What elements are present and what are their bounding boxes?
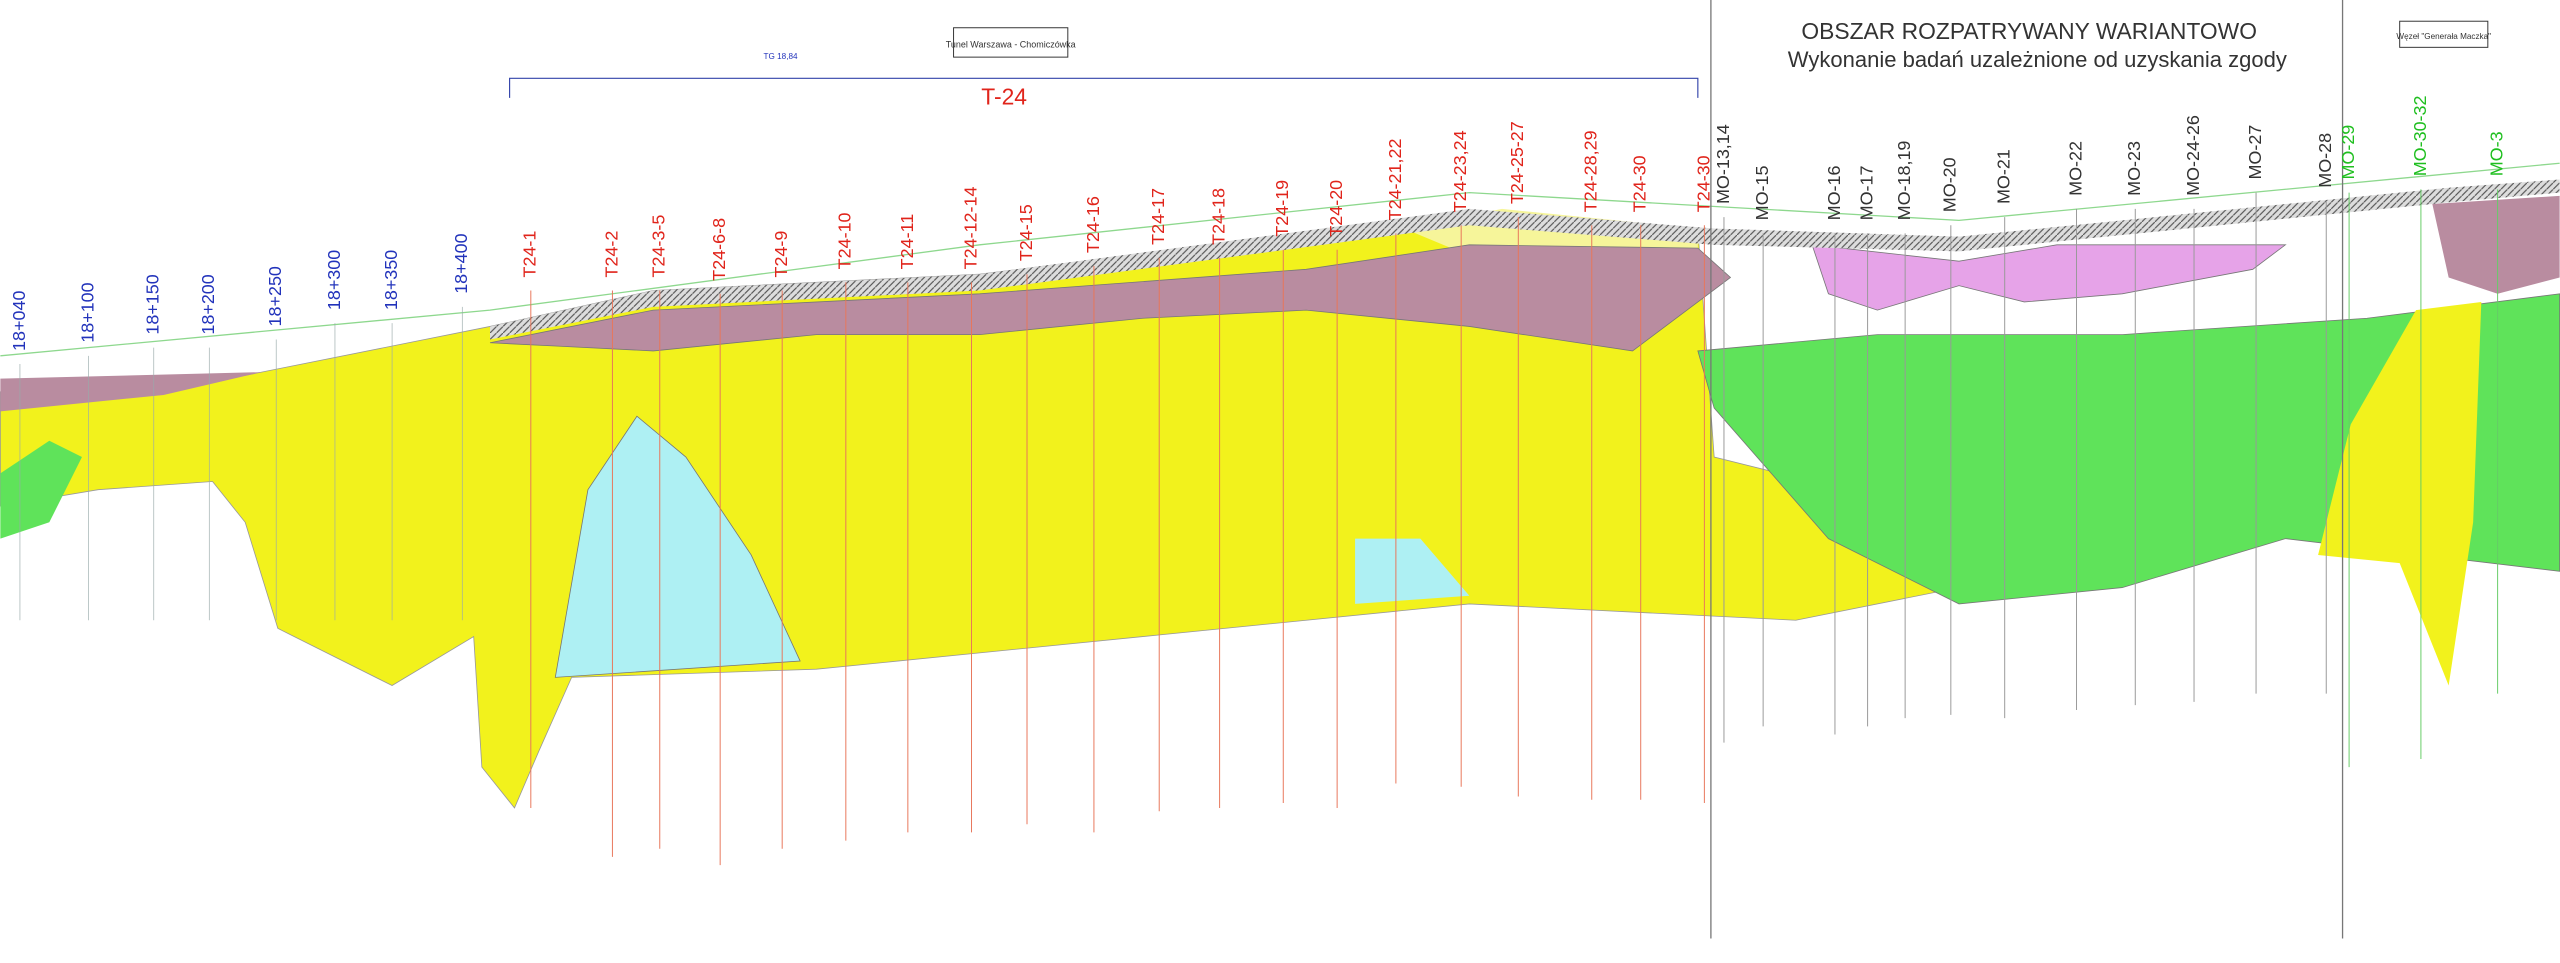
borehole-label: T24-20 (1326, 180, 1346, 237)
chainage-label: 18+400 (451, 233, 471, 293)
borehole-label: T24-6-8 (709, 218, 729, 281)
borehole-label: MO-29 (2338, 125, 2358, 180)
marker-label: TG 18,84 (764, 52, 798, 61)
borehole-label: T24-30 (1630, 155, 1650, 212)
chainage-label: 18+040 (9, 291, 29, 351)
borehole-label: T24-17 (1148, 188, 1168, 245)
borehole-label: T24-2 (601, 231, 621, 278)
layer-clay-left (0, 372, 262, 412)
borehole-label: MO-13,14 (1713, 124, 1733, 204)
borehole-label: T24-30 (1693, 155, 1713, 212)
area-title: OBSZAR ROZPATRYWANY WARIANTOWO (1801, 18, 2257, 44)
chainage-label: 18+250 (265, 266, 285, 326)
section-label: T-24 (981, 83, 1027, 109)
borehole-label: MO-27 (2245, 125, 2265, 180)
chainage-label: 18+200 (198, 274, 218, 334)
chainage-label: 18+150 (143, 274, 163, 334)
borehole-label: MO-17 (1856, 166, 1876, 221)
borehole-label: MO-20 (1940, 157, 1960, 212)
junction-label: Węzeł "Generała Maczka" (2396, 32, 2491, 41)
borehole-label: MO-15 (1752, 166, 1772, 221)
borehole-label: MO-22 (2065, 141, 2085, 196)
chainage-label: 18+350 (381, 250, 401, 310)
surface-line (0, 162, 2560, 357)
borehole-label: MO-24-26 (2183, 115, 2203, 196)
borehole-label: MO-30-32 (2410, 96, 2430, 177)
borehole-label: MO-18,19 (1894, 141, 1914, 221)
layers (0, 162, 2560, 809)
borehole-label: T24-9 (771, 231, 791, 278)
borehole-label: MO-16 (1824, 166, 1844, 221)
area-subtitle: Wykonanie badań uzależnione od uzyskania… (1788, 47, 2287, 72)
borehole-label: T24-23,24 (1450, 130, 1470, 212)
layer-clay (489, 244, 1732, 352)
borehole-label: T24-12-14 (960, 187, 980, 270)
layer-water (554, 415, 801, 678)
borehole-label: T24-19 (1272, 180, 1292, 237)
chainage-label: 18+100 (77, 282, 97, 342)
chainage-label: 18+300 (324, 250, 344, 310)
borehole-lines (19, 189, 2499, 866)
borehole-label: MO-23 (2124, 141, 2144, 196)
borehole-label: T24-18 (1209, 188, 1229, 245)
borehole-label: T24-16 (1083, 196, 1103, 253)
labels: 18+040 18+100 18+150 18+200 18+250 18+300 18+3… (9, 96, 2507, 351)
borehole-label: MO-21 (1994, 149, 2014, 204)
borehole-label: T24-3-5 (649, 215, 669, 278)
borehole-label: T24-11 (897, 214, 917, 270)
layer-green-left (0, 440, 82, 539)
layer-sand-right (2318, 301, 2482, 686)
borehole-label: MO-28 (2315, 133, 2335, 188)
borehole-label: T24-21,22 (1385, 139, 1405, 221)
borehole-label: T24-28,29 (1581, 130, 1601, 212)
borehole-label: T24-15 (1016, 204, 1036, 261)
borehole-label: T24-1 (520, 231, 540, 278)
frame (509, 0, 2489, 939)
layer-clay-right (2432, 195, 2560, 294)
borehole-label: T24-10 (835, 212, 855, 269)
borehole-label: MO-3 (2487, 131, 2507, 176)
layer-pink (1811, 244, 2287, 311)
borehole-label: T24-25-27 (1507, 121, 1527, 204)
layer-water (1355, 538, 1470, 604)
tunnel-label: Tunel Warszawa - Chomiczówka (946, 39, 1076, 49)
